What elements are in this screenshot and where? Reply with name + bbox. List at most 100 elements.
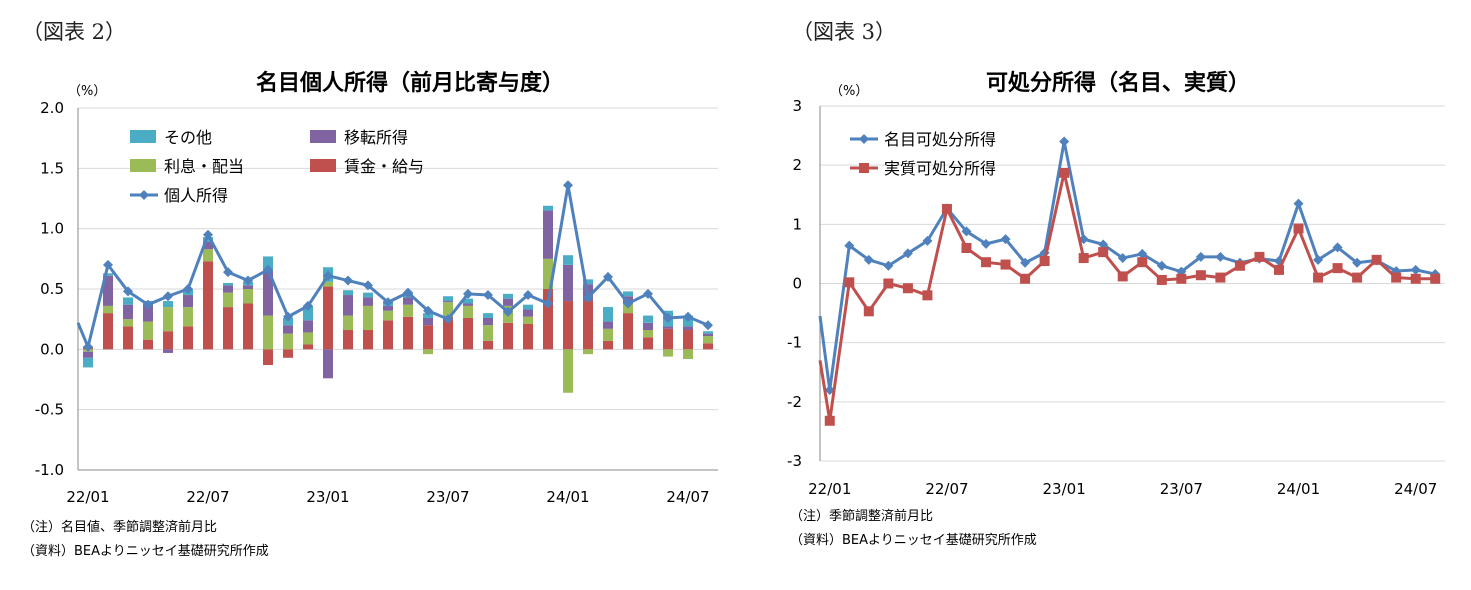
y-tick-label: 3 [792, 97, 802, 115]
legend-marker-real_line [859, 163, 869, 173]
data-point-personal-income [683, 311, 693, 322]
data-point-real_line [1117, 271, 1128, 282]
bar-segment-interest [443, 302, 453, 317]
bar-segment-transfer [563, 264, 573, 302]
bar-segment-interest [703, 336, 713, 344]
data-point-real_line [1313, 272, 1324, 283]
bar-segment-other [603, 307, 613, 322]
bar-segment-other [103, 273, 113, 276]
data-point-real_line [1430, 273, 1441, 284]
data-point-real_line [1137, 257, 1148, 268]
bar-segment-interest [523, 316, 533, 324]
bar-segment-interest [643, 330, 653, 338]
data-point-real_line [883, 278, 894, 289]
data-point-personal-income [323, 270, 333, 281]
bar-segment-wages [423, 325, 433, 350]
data-point-real_line [1059, 167, 1070, 178]
data-point-personal_income_line [863, 254, 874, 265]
data-point-personal_income_line [1293, 198, 1304, 209]
line-chart-disposable-income: 可処分所得（名目、実質） （%） 3 2 1 0 -1 -2 -3 22/01 22/07 23/01… [787, 70, 1445, 498]
data-point-personal-income [123, 286, 133, 297]
data-point-real_line [1273, 264, 1284, 275]
bar-segment-interest [363, 305, 373, 331]
data-point-personal-income [163, 291, 173, 302]
bar-segment-wages [263, 349, 273, 366]
bar-segment-transfer [543, 210, 553, 259]
bar-segment-wages [223, 307, 233, 350]
bar-segment-wages [323, 286, 333, 350]
bar-segment-wages [123, 326, 133, 350]
bar-segment-other [543, 205, 553, 211]
data-point-real_line [863, 306, 874, 317]
data-point-personal_income_line [1137, 248, 1148, 259]
data-point-personal-income [283, 311, 293, 322]
bar-segment-transfer [403, 297, 413, 305]
note-text: （注）季節調整済前月比 [790, 509, 934, 524]
legend-swatch-interest [130, 159, 156, 172]
bar-segment-other [443, 296, 453, 302]
bar-segment-other [123, 297, 133, 305]
data-point-personal-income [143, 299, 153, 310]
data-point-personal-income [603, 271, 613, 282]
data-point-real_line [1352, 272, 1363, 283]
chart-title: 可処分所得（名目、実質） [986, 70, 1250, 96]
legend-marker-personal-income [139, 190, 149, 200]
data-point-real_line [1332, 263, 1343, 274]
data-point-personal_income_line [1098, 239, 1109, 250]
figure-label: （図表 3） [792, 20, 897, 44]
data-point-personal-income [103, 259, 113, 270]
legend-swatch-other [130, 130, 156, 143]
data-point-personal-income [463, 288, 473, 299]
bar-segment-wages [203, 261, 213, 350]
bar-segment-interest [203, 249, 213, 262]
data-point-real_line [941, 203, 952, 214]
data-point-real_line [981, 257, 992, 268]
bar-segment-interest [603, 328, 613, 341]
unit-label: （%） [830, 84, 868, 99]
bar-segment-interest [103, 305, 113, 314]
bar-segment-wages [663, 328, 673, 350]
data-point-personal_income_line [1332, 242, 1343, 253]
chart-title: 名目個人所得（前月比寄与度） [256, 70, 564, 96]
data-point-real_line [844, 277, 855, 288]
bar-segment-wages [703, 343, 713, 350]
bar-segment-wages [483, 340, 493, 350]
bar-segment-transfer [323, 349, 333, 379]
bar-segment-interest [563, 349, 573, 393]
y-tick-label: 1 [792, 215, 802, 233]
bar-segment-wages [403, 316, 413, 350]
bar-segment-other [263, 256, 273, 271]
bar-segment-transfer [263, 270, 273, 316]
bar-segment-interest [683, 349, 693, 359]
data-point-real_line [1156, 274, 1167, 285]
y-tick-label: 1.0 [40, 220, 64, 238]
bar-segment-wages [543, 289, 553, 350]
bar-segment-other [223, 282, 233, 286]
legend-swatch-wages [310, 159, 336, 172]
y-tick-label: -2 [787, 393, 802, 411]
x-tick-label: 22/01 [808, 480, 851, 498]
bar-segment-transfer [103, 275, 113, 306]
data-point-personal_income_line [1215, 251, 1226, 262]
bar-segment-transfer [283, 325, 293, 334]
right-chart-panel: （図表 3） 可処分所得（名目、実質） （%） 3 2 1 0 -1 -2 -3 22/01 22/… [740, 0, 1471, 590]
bar-chart-nominal-personal-income: 名目個人所得（前月比寄与度） （%） 2.0 1.5 1.0 0.5 0.0 -0.5 -1.0… [35, 70, 718, 506]
bar-segment-wages [683, 330, 693, 350]
data-point-real_line [1215, 272, 1226, 283]
y-tick-label: 0 [792, 275, 802, 293]
data-point-personal_income_line [1020, 257, 1031, 268]
data-point-real_line [1039, 256, 1050, 267]
bar-segment-interest [263, 315, 273, 350]
data-point-real_line [1078, 253, 1089, 264]
bar-segment-interest [223, 292, 233, 308]
data-point-personal_income_line [981, 238, 992, 249]
legend-label: 移転所得 [344, 128, 408, 147]
data-point-personal-income [483, 290, 493, 301]
bar-segment-transfer [503, 298, 513, 306]
data-point-personal-income [403, 287, 413, 298]
data-point-personal-income [443, 314, 453, 325]
unit-label: （%） [68, 84, 106, 99]
x-tick-label: 24/01 [1277, 480, 1320, 498]
data-point-real_line [1410, 273, 1421, 284]
bar-segment-transfer [443, 301, 453, 303]
